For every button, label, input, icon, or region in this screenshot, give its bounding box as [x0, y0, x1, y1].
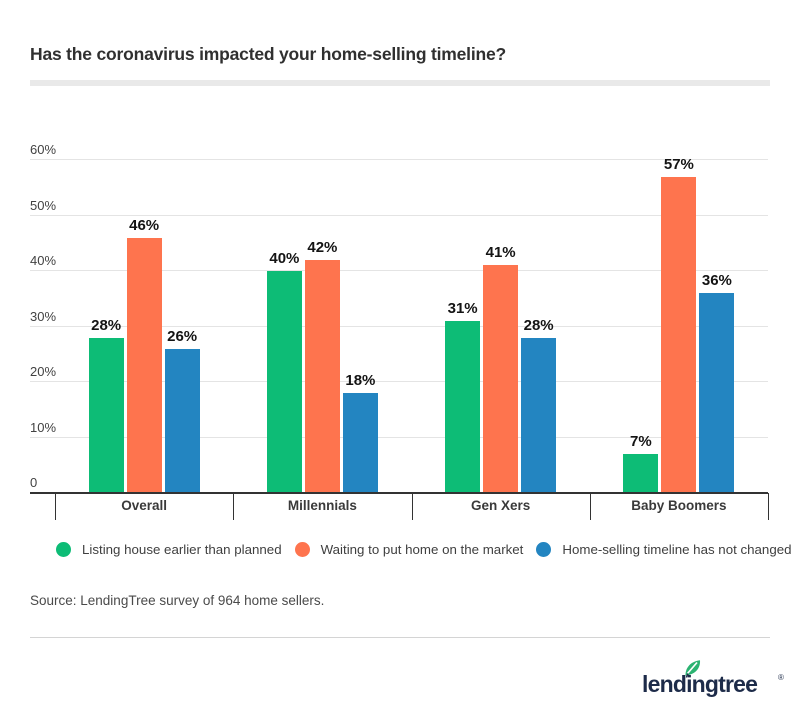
bar — [699, 293, 735, 493]
value-label: 18% — [345, 372, 376, 389]
category-label: Overall — [121, 498, 168, 513]
gridline — [30, 325, 768, 327]
footer-divider — [30, 637, 770, 638]
bar — [483, 265, 519, 493]
source-note: Source: LendingTree survey of 964 home s… — [30, 593, 325, 608]
bar — [661, 177, 697, 493]
category-separator — [55, 493, 56, 520]
category-separator — [233, 493, 234, 520]
value-label: 40% — [269, 250, 300, 267]
value-label: 28% — [91, 317, 122, 334]
legend-swatch-icon — [56, 541, 71, 557]
gridline — [30, 270, 768, 271]
value-label: 36% — [701, 272, 732, 289]
registered-trademark-icon: ® — [778, 673, 784, 682]
gridline — [30, 214, 768, 216]
legend-swatch-icon — [536, 541, 552, 557]
category-label: Baby Boomers — [631, 498, 727, 513]
value-label: 28% — [523, 317, 554, 334]
leaf-icon — [685, 660, 701, 678]
value-label: 57% — [663, 156, 694, 173]
category-separator — [412, 493, 413, 520]
category-label: Gen Xers — [470, 498, 531, 513]
legend-item: Waiting to put home on the market — [294, 541, 524, 557]
bar — [304, 260, 340, 493]
legend-swatch-icon — [294, 541, 310, 557]
category-separator — [590, 493, 591, 520]
chart-legend: Listing house earlier than planned Waitin… — [56, 540, 792, 558]
category-separator — [768, 493, 769, 520]
bar — [521, 338, 557, 493]
legend-label: Home-selling timeline has not changed — [562, 541, 792, 557]
value-label: 41% — [485, 244, 516, 261]
y-axis-label: 10% — [30, 419, 57, 435]
header-divider — [30, 80, 770, 86]
category-label: Millennials — [287, 498, 357, 513]
bar — [88, 338, 124, 493]
logo-wordmark: lendingtree — [642, 671, 758, 697]
legend-label: Waiting to put home on the market — [320, 541, 524, 557]
gridline — [30, 381, 768, 382]
value-label: 26% — [167, 328, 198, 345]
value-label: 31% — [447, 300, 478, 317]
y-axis-label: 50% — [30, 197, 57, 213]
legend-item: Listing house earlier than planned — [56, 541, 282, 557]
x-axis-line — [30, 492, 768, 494]
bar — [266, 271, 302, 493]
lendingtree-logo: lendingtree ® — [642, 659, 792, 704]
gridline — [30, 159, 768, 160]
value-label: 7% — [630, 433, 652, 450]
value-label: 46% — [129, 217, 160, 234]
bar — [342, 393, 378, 493]
bar — [126, 238, 162, 493]
bar — [445, 321, 481, 493]
bar — [164, 349, 200, 493]
y-axis-label: 0 — [30, 475, 38, 490]
legend-item: Home-selling timeline has not changed — [536, 541, 792, 557]
y-axis-label: 30% — [30, 308, 57, 324]
legend-label: Listing house earlier than planned — [82, 541, 282, 557]
y-axis-label: 60% — [30, 142, 57, 157]
gridline — [30, 436, 768, 438]
y-axis-label: 40% — [30, 253, 57, 268]
chart-title: Has the coronavirus impacted your home-s… — [30, 44, 506, 64]
value-label: 42% — [307, 239, 338, 256]
bar — [623, 454, 659, 493]
y-axis-label: 20% — [30, 364, 57, 379]
